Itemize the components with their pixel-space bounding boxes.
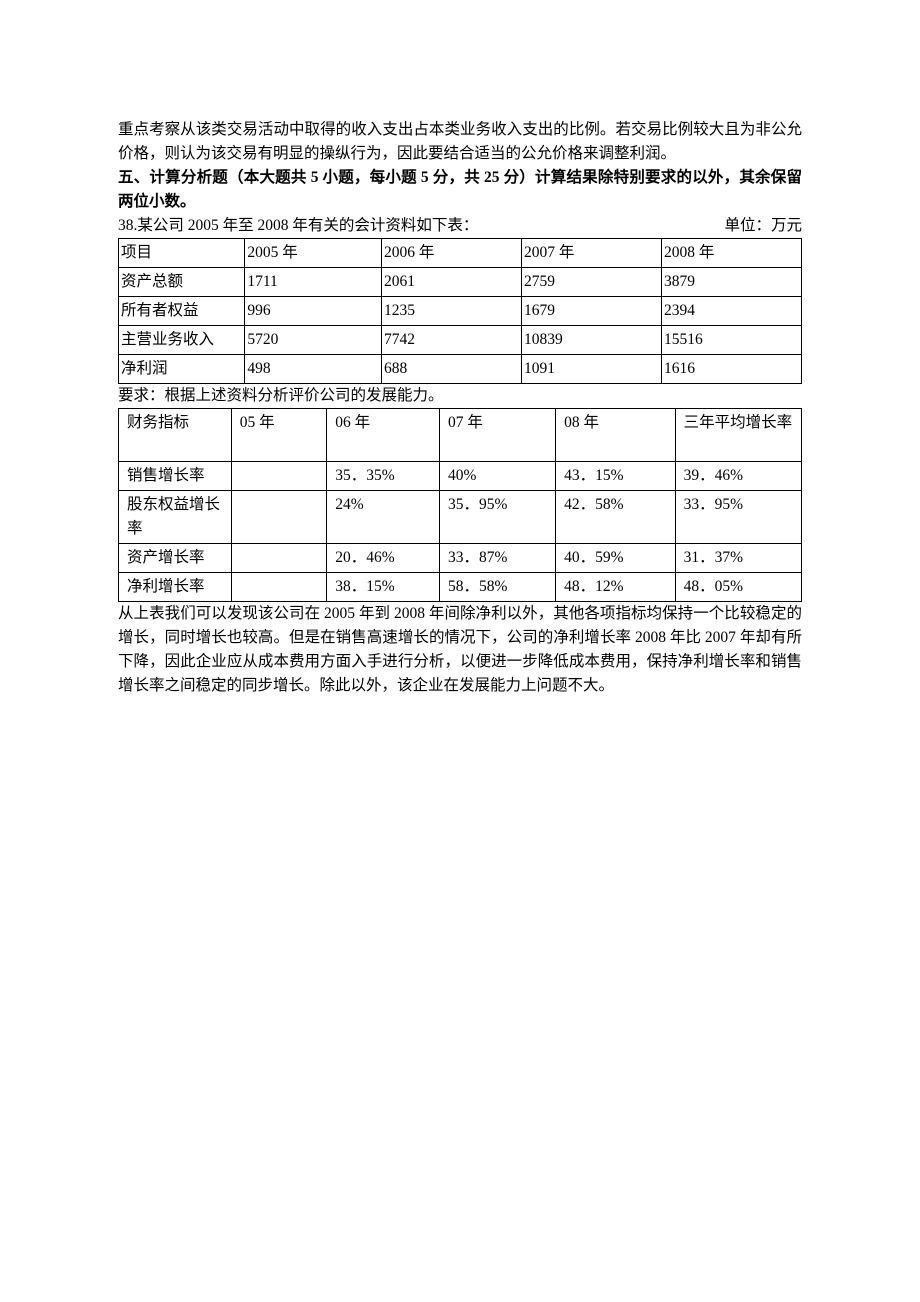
table-cell: 三年平均增长率 [675, 409, 801, 462]
table-cell [231, 544, 327, 573]
question-38-text: 38.某公司 2005 年至 2008 年有关的会计资料如下表： [118, 214, 478, 238]
table-cell: 15516 [661, 326, 801, 355]
table-cell: 20．46% [327, 544, 440, 573]
table-cell: 2007 年 [521, 239, 661, 268]
table-cell: 39．46% [675, 462, 801, 491]
table-cell: 07 年 [439, 409, 555, 462]
data-table-2: 财务指标05 年06 年07 年08 年三年平均增长率销售增长率35．35%40… [118, 408, 802, 602]
table-row: 股东权益增长率 24%35．95%42．58%33．95% [119, 491, 802, 544]
table-cell: 2394 [661, 297, 801, 326]
table-cell: 42．58% [556, 491, 676, 544]
table-row: 主营业务收入572077421083915516 [119, 326, 802, 355]
table-cell: 05 年 [231, 409, 327, 462]
requirement-text: 要求：根据上述资料分析评价公司的发展能力。 [118, 384, 802, 408]
table-cell: 996 [245, 297, 382, 326]
table-cell: 2759 [521, 268, 661, 297]
table-cell: 净利增长率 [119, 573, 232, 602]
table-cell: 所有者权益 [119, 297, 245, 326]
table-row: 资产增长率 20．46%33．87%40．59%31．37% [119, 544, 802, 573]
table-cell: 40% [439, 462, 555, 491]
table-row: 资产总额1711206127593879 [119, 268, 802, 297]
table-cell: 1711 [245, 268, 382, 297]
table-row: 项目2005 年2006 年2007 年2008 年 [119, 239, 802, 268]
table-cell: 40．59% [556, 544, 676, 573]
table-cell: 24% [327, 491, 440, 544]
table-cell: 1616 [661, 355, 801, 384]
question-38-line: 38.某公司 2005 年至 2008 年有关的会计资料如下表： 单位：万元 [118, 214, 802, 238]
table-cell: 33．95% [675, 491, 801, 544]
table-cell: 7742 [381, 326, 521, 355]
table-cell: 资产增长率 [119, 544, 232, 573]
table-cell: 净利润 [119, 355, 245, 384]
table-cell: 498 [245, 355, 382, 384]
page: 重点考察从该类交易活动中取得的收入支出占本类业务收入支出的比例。若交易比例较大且… [0, 0, 920, 1302]
table-cell: 2006 年 [381, 239, 521, 268]
table-cell: 08 年 [556, 409, 676, 462]
table-cell: 销售增长率 [119, 462, 232, 491]
table-cell: 2008 年 [661, 239, 801, 268]
table-row: 所有者权益996123516792394 [119, 297, 802, 326]
table-cell [231, 462, 327, 491]
table-cell: 35．35% [327, 462, 440, 491]
table-cell: 5720 [245, 326, 382, 355]
table-cell: 股东权益增长率 [119, 491, 232, 544]
table-cell: 48．12% [556, 573, 676, 602]
table-cell: 58．58% [439, 573, 555, 602]
paragraph-intro-1: 重点考察从该类交易活动中取得的收入支出占本类业务收入支出的比例。若交易比例较大且… [118, 118, 802, 166]
unit-label: 单位：万元 [724, 214, 802, 238]
table-cell: 48．05% [675, 573, 801, 602]
table-cell: 31．37% [675, 544, 801, 573]
table-cell: 财务指标 [119, 409, 232, 462]
table-cell: 1235 [381, 297, 521, 326]
table-row: 净利润49868810911616 [119, 355, 802, 384]
table-cell: 06 年 [327, 409, 440, 462]
table-cell: 1091 [521, 355, 661, 384]
table-row: 财务指标05 年06 年07 年08 年三年平均增长率 [119, 409, 802, 462]
table-cell [231, 573, 327, 602]
table-cell: 43．15% [556, 462, 676, 491]
data-table-1: 项目2005 年2006 年2007 年2008 年资产总额1711206127… [118, 238, 802, 384]
table-cell: 688 [381, 355, 521, 384]
t2-body: 财务指标05 年06 年07 年08 年三年平均增长率销售增长率35．35%40… [119, 409, 802, 602]
table-cell: 10839 [521, 326, 661, 355]
analysis-paragraph: 从上表我们可以发现该公司在 2005 年到 2008 年间除净利以外，其他各项指… [118, 602, 802, 698]
table-cell: 3879 [661, 268, 801, 297]
table-cell: 资产总额 [119, 268, 245, 297]
table-cell: 1679 [521, 297, 661, 326]
table-cell: 35．95% [439, 491, 555, 544]
table-cell: 2061 [381, 268, 521, 297]
table-cell: 2005 年 [245, 239, 382, 268]
table-cell: 主营业务收入 [119, 326, 245, 355]
table-cell: 38．15% [327, 573, 440, 602]
table-row: 净利增长率 38．15%58．58%48．12%48．05% [119, 573, 802, 602]
t1-body: 项目2005 年2006 年2007 年2008 年资产总额1711206127… [119, 239, 802, 384]
table-cell: 33．87% [439, 544, 555, 573]
table-row: 销售增长率 35．35%40%43．15%39．46% [119, 462, 802, 491]
section-heading-5: 五、计算分析题（本大题共 5 小题，每小题 5 分，共 25 分）计算结果除特别… [118, 166, 802, 214]
table-cell [231, 491, 327, 544]
table-cell: 项目 [119, 239, 245, 268]
